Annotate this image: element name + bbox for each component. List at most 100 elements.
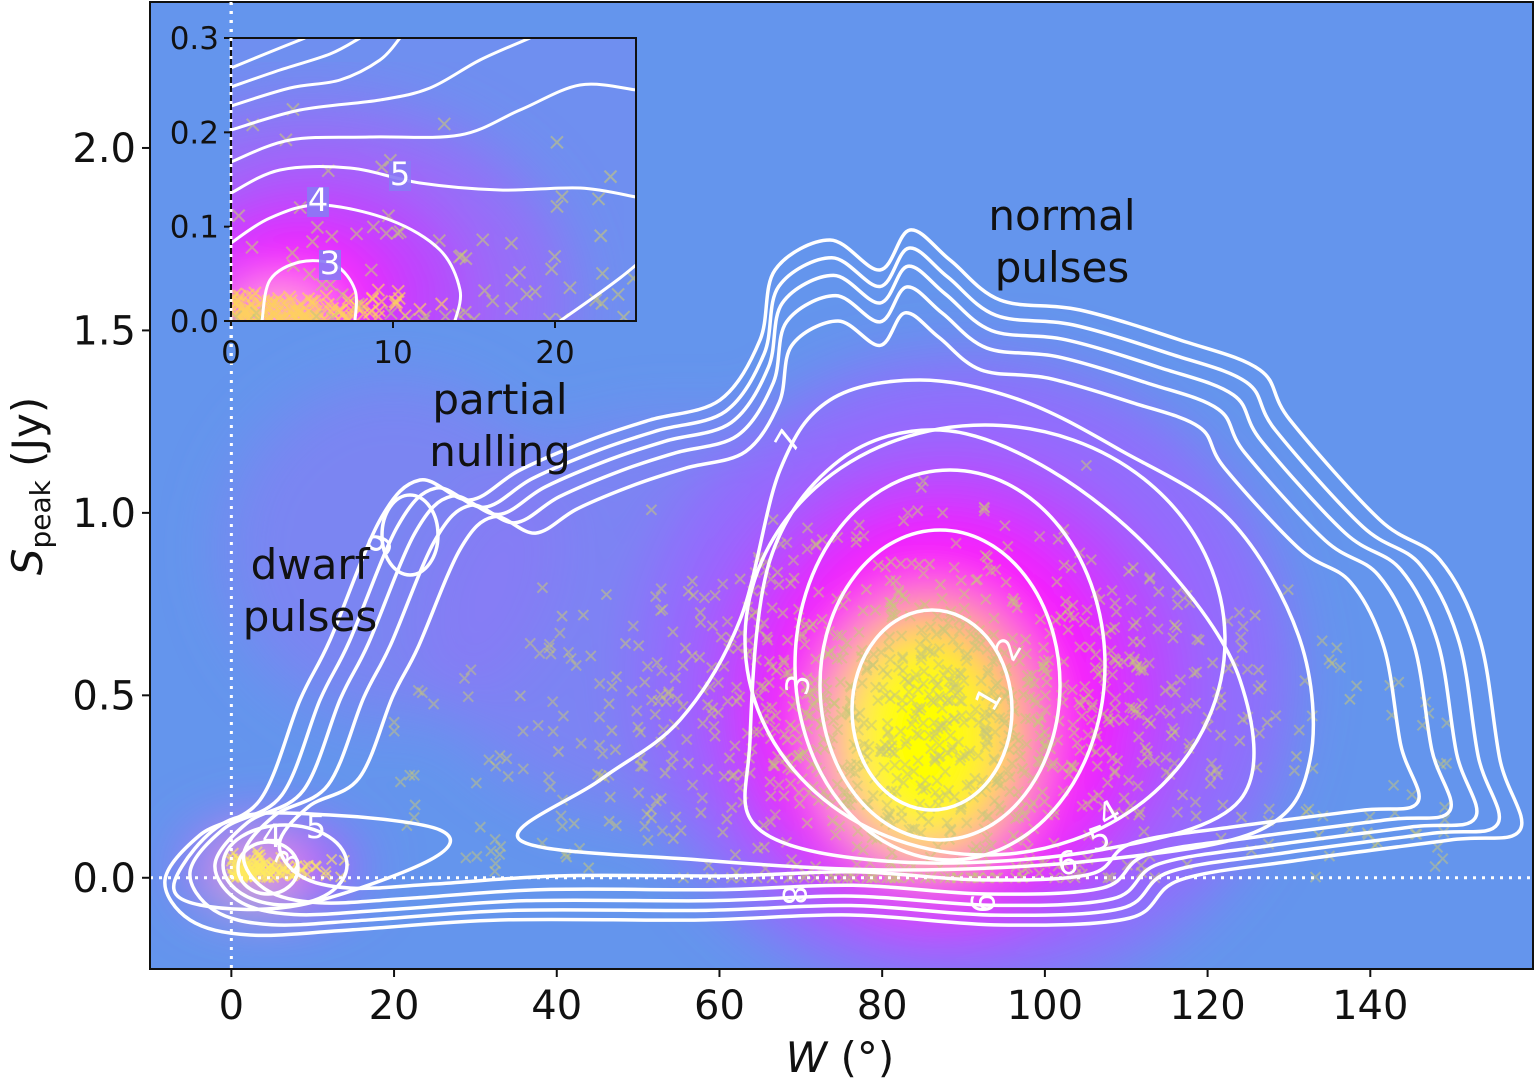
scatter-point bbox=[906, 823, 919, 835]
contour-dwarf-4 bbox=[221, 823, 349, 907]
scatter-point bbox=[416, 686, 428, 699]
scatter-point bbox=[1017, 689, 1030, 701]
scatter-point bbox=[556, 610, 568, 622]
scatter-point bbox=[568, 817, 580, 830]
inset-scatter-point bbox=[520, 287, 534, 301]
contour-dwarf-5 bbox=[172, 811, 453, 912]
scatter-point bbox=[1108, 621, 1121, 634]
scatter-point bbox=[534, 647, 546, 660]
scatter-point bbox=[1089, 624, 1102, 637]
scatter-point bbox=[677, 659, 689, 672]
scatter-point bbox=[878, 761, 890, 774]
inset-scatter-point bbox=[231, 209, 246, 223]
scatter-point bbox=[1101, 777, 1114, 789]
scatter-point bbox=[918, 665, 930, 678]
inset-scatter-point bbox=[563, 280, 577, 295]
inset-contour-9 bbox=[231, 38, 361, 89]
annotation-normal-1: normal bbox=[988, 191, 1135, 240]
scatter-point bbox=[969, 772, 981, 785]
scatter-point bbox=[773, 578, 785, 591]
scatter-point bbox=[987, 685, 1000, 698]
scatter-point bbox=[897, 777, 910, 789]
scatter-point bbox=[639, 820, 651, 833]
scatter-point bbox=[928, 716, 940, 729]
scatter-point bbox=[831, 778, 843, 791]
scatter-point bbox=[896, 812, 908, 824]
scatter-point bbox=[1087, 792, 1099, 804]
inset-scatter-point bbox=[595, 296, 609, 311]
scatter-point bbox=[869, 604, 882, 616]
scatter-point bbox=[1035, 711, 1047, 724]
scatter-point bbox=[1067, 599, 1079, 612]
scatter-point bbox=[1034, 613, 1047, 625]
scatter-point bbox=[1002, 540, 1014, 553]
inset-scatter-point bbox=[594, 229, 608, 243]
inset-scatter-point bbox=[603, 169, 618, 184]
scatter-point bbox=[949, 677, 962, 690]
scatter-point bbox=[831, 629, 844, 641]
scatter-point bbox=[991, 677, 1004, 689]
scatter-point bbox=[1091, 760, 1103, 772]
inset-scatter-point bbox=[304, 296, 319, 311]
inset-scatter-point bbox=[282, 290, 297, 304]
scatter-point bbox=[1149, 872, 1161, 884]
scatter-point bbox=[483, 754, 495, 766]
scatter-point bbox=[851, 780, 864, 792]
scatter-point bbox=[936, 592, 948, 605]
scatter-point bbox=[1171, 621, 1183, 634]
scatter-point bbox=[850, 536, 862, 548]
scatter-point bbox=[784, 719, 797, 731]
scatter-point bbox=[810, 539, 822, 552]
scatter-point bbox=[1006, 632, 1019, 644]
scatter-point bbox=[932, 658, 945, 671]
scatter-point bbox=[1000, 576, 1012, 588]
scatter-point bbox=[596, 747, 609, 760]
scatter-point bbox=[1429, 860, 1441, 873]
inset-scatter-point bbox=[264, 295, 279, 309]
scatter-point bbox=[1255, 679, 1267, 692]
scatter-point bbox=[1234, 631, 1247, 643]
scatter-point bbox=[860, 583, 873, 596]
scatter-point bbox=[1152, 623, 1164, 635]
x-tick-label: 100 bbox=[1007, 983, 1083, 1029]
scatter-point bbox=[865, 719, 878, 731]
scatter-point bbox=[394, 776, 407, 788]
scatter-point bbox=[552, 745, 565, 758]
scatter-point bbox=[465, 664, 477, 676]
inset-scatter-point bbox=[302, 267, 317, 281]
inset-scatter-point bbox=[512, 265, 527, 280]
scatter-point bbox=[764, 816, 777, 828]
inset-scatter-point bbox=[504, 236, 519, 251]
inset-scatter-point bbox=[366, 220, 381, 234]
scatter-point bbox=[944, 730, 957, 742]
scatter-point bbox=[693, 651, 706, 664]
scatter-point bbox=[1106, 752, 1118, 764]
inset-scatter-point bbox=[236, 313, 250, 321]
scatter-point bbox=[941, 664, 953, 676]
scatter-point bbox=[1191, 633, 1203, 645]
scatter-point bbox=[686, 575, 699, 587]
scatter-point bbox=[1027, 797, 1039, 809]
scatter-point bbox=[1002, 765, 1014, 777]
inset-scatter-point bbox=[319, 289, 333, 303]
scatter-point bbox=[726, 770, 738, 782]
scatter-point bbox=[965, 711, 978, 723]
scatter-point bbox=[593, 739, 606, 751]
scatter-point bbox=[978, 501, 990, 513]
scatter-point bbox=[929, 786, 942, 799]
inset-scatter-point bbox=[245, 240, 259, 254]
x-tick-label: 40 bbox=[531, 983, 582, 1029]
scatter-point bbox=[1109, 597, 1121, 609]
scatter-point bbox=[1097, 801, 1110, 813]
scatter-point bbox=[1145, 605, 1157, 618]
annotation-normal-2: pulses bbox=[995, 243, 1130, 292]
scatter-point bbox=[961, 648, 974, 660]
inset-scatter-point bbox=[550, 135, 564, 150]
scatter-point bbox=[917, 567, 930, 580]
scatter-point bbox=[706, 620, 719, 632]
scatter-point bbox=[1171, 806, 1184, 818]
scatter-point bbox=[470, 777, 483, 789]
scatter-point bbox=[881, 799, 893, 812]
scatter-point bbox=[1261, 716, 1273, 729]
